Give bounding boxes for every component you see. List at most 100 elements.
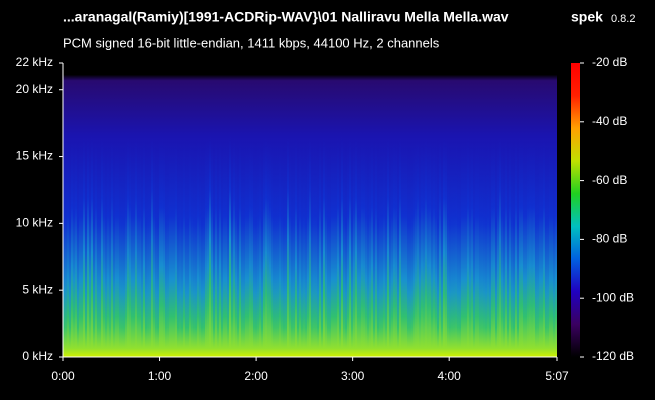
- spectrogram-column: [451, 63, 453, 357]
- spectrogram-column: [263, 63, 265, 357]
- x-tick-label: 4:00: [438, 369, 462, 383]
- spectrogram-column: [305, 63, 307, 357]
- spectrogram-column: [177, 63, 179, 357]
- spectrogram-column: [121, 63, 123, 357]
- spectrogram-column: [405, 63, 407, 357]
- spectrogram-column: [249, 63, 251, 357]
- spectrogram-column: [445, 63, 447, 357]
- spectrogram-column: [185, 63, 187, 357]
- spectrogram-column: [95, 63, 97, 357]
- y-tick-label: 15 kHz: [16, 149, 53, 163]
- colorbar-tick-label: -80 dB: [592, 232, 627, 246]
- spectrogram-column: [143, 63, 145, 357]
- colorbar-tick-label: -60 dB: [592, 173, 627, 187]
- spectrogram-column: [465, 63, 467, 357]
- app-name: spek: [571, 9, 603, 25]
- spectrogram-column: [537, 63, 539, 357]
- spectrogram-column: [323, 63, 325, 357]
- spectrogram-column: [513, 63, 515, 357]
- spectrogram-column: [65, 63, 67, 357]
- spectrogram-column: [535, 63, 537, 357]
- spectrogram-column: [103, 63, 105, 357]
- spectrogram-column: [247, 63, 249, 357]
- spectrogram-column: [245, 63, 247, 357]
- spectrogram-column: [129, 63, 131, 357]
- spectrogram-column: [335, 63, 337, 357]
- spectrogram-column: [455, 63, 457, 357]
- spectrogram-column: [287, 63, 289, 357]
- spectrogram-column: [113, 63, 115, 357]
- spectrogram-column: [141, 63, 143, 357]
- spectrogram-column: [67, 63, 69, 357]
- spectrogram-column: [145, 63, 147, 357]
- spectrogram-column: [449, 63, 451, 357]
- spectrogram-column: [501, 63, 503, 357]
- spectrogram-column: [351, 63, 353, 357]
- spectrogram-column: [463, 63, 465, 357]
- spectrogram-column: [331, 63, 333, 357]
- spectrogram-column: [415, 63, 417, 357]
- spectrogram-column: [117, 63, 119, 357]
- spectrogram-column: [127, 63, 129, 357]
- spectrogram-column: [515, 63, 517, 357]
- spectrogram-column: [339, 63, 341, 357]
- spectrogram-column: [83, 63, 85, 357]
- spectrogram-column: [265, 63, 267, 357]
- spectrogram-column: [221, 63, 223, 357]
- spectrogram-column: [175, 63, 177, 357]
- spectrogram-column: [525, 63, 527, 357]
- spectrogram-column: [209, 63, 211, 357]
- spectrogram-column: [545, 63, 547, 357]
- spectrogram-column: [79, 63, 81, 357]
- spectrogram-column: [503, 63, 505, 357]
- spectrogram-column: [219, 63, 221, 357]
- spectrogram-column: [165, 63, 167, 357]
- spectrogram-column: [499, 63, 501, 357]
- spectrogram-column: [169, 63, 171, 357]
- spectrogram-column: [171, 63, 173, 357]
- spectrogram-column: [399, 63, 401, 357]
- spectrogram-column: [89, 63, 91, 357]
- spectrogram-column: [413, 63, 415, 357]
- spectrogram-column: [475, 63, 477, 357]
- spectrogram-column: [131, 63, 133, 357]
- spectrogram-column: [495, 63, 497, 357]
- y-tick-label: 10 kHz: [16, 216, 53, 230]
- spectrogram-column: [163, 63, 165, 357]
- spectrogram-column: [161, 63, 163, 357]
- spectrogram-column: [549, 63, 551, 357]
- spectrogram-column: [433, 63, 435, 357]
- spectrogram-column: [111, 63, 113, 357]
- spectrogram-column: [341, 63, 343, 357]
- spectrogram-column: [283, 63, 285, 357]
- spectrogram-column: [375, 63, 377, 357]
- spectrogram-column: [343, 63, 345, 357]
- spectrogram-column: [201, 63, 203, 357]
- spectrogram-column: [289, 63, 291, 357]
- spectrogram-column: [349, 63, 351, 357]
- spectrogram-column: [379, 63, 381, 357]
- spectrogram-column: [429, 63, 431, 357]
- spectrogram-column: [321, 63, 323, 357]
- spectrogram-column: [385, 63, 387, 357]
- spectrogram-column: [63, 63, 65, 357]
- spectrogram-column: [301, 63, 303, 357]
- spectrogram-column: [315, 63, 317, 357]
- spectrogram-column: [271, 63, 273, 357]
- spectrogram-column: [85, 63, 87, 357]
- spectrogram-column: [133, 63, 135, 357]
- spectrogram: [63, 63, 557, 357]
- spectrogram-column: [227, 63, 229, 357]
- spectrogram-column: [299, 63, 301, 357]
- spectrogram-column: [511, 63, 513, 357]
- spectrogram-column: [325, 63, 327, 357]
- spectrogram-column: [517, 63, 519, 357]
- spectrogram-column: [295, 63, 297, 357]
- spectrogram-column: [199, 63, 201, 357]
- spectrogram-column: [417, 63, 419, 357]
- spectrogram-column: [485, 63, 487, 357]
- spectrogram-column: [205, 63, 207, 357]
- spectrogram-column: [159, 63, 161, 357]
- spectrogram-column: [505, 63, 507, 357]
